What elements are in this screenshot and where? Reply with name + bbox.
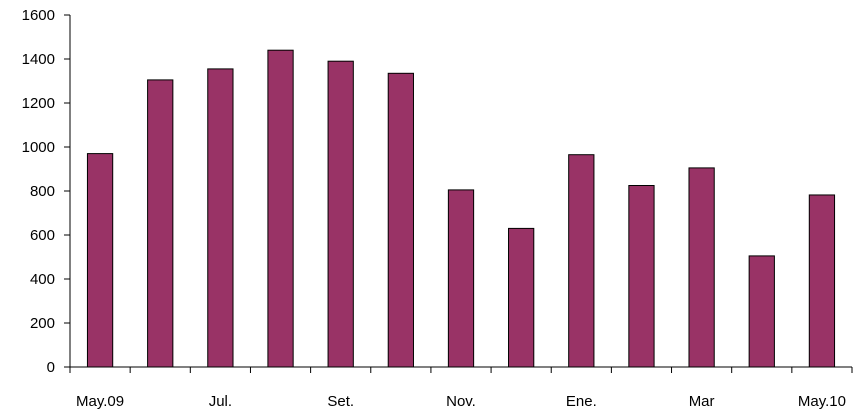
bar-Dic. bbox=[508, 227, 535, 368]
bar-Mar bbox=[688, 167, 715, 368]
x-tick-label: May.10 bbox=[798, 393, 846, 410]
bar-Abr. bbox=[748, 255, 775, 368]
y-tick-label: 200 bbox=[30, 315, 55, 332]
y-tick-label: 400 bbox=[30, 271, 55, 288]
bars-group bbox=[86, 49, 836, 368]
y-tick-label: 800 bbox=[30, 183, 55, 200]
x-tick-label: Mar bbox=[689, 393, 715, 410]
bar-Jun.09 bbox=[147, 79, 174, 368]
x-tick-label: Ene. bbox=[566, 393, 597, 410]
y-tick-label: 1200 bbox=[22, 95, 55, 112]
x-tick-label: May.09 bbox=[76, 393, 124, 410]
bar-May.09 bbox=[86, 153, 114, 368]
bar-Oct. bbox=[387, 72, 414, 368]
bar-Ago. bbox=[267, 49, 294, 368]
bar-Feb. bbox=[628, 185, 655, 368]
bar-Set. bbox=[327, 60, 354, 368]
y-tick-label: 0 bbox=[47, 359, 55, 376]
bar-Ene. bbox=[568, 154, 595, 368]
y-tick-label: 1000 bbox=[22, 139, 55, 156]
x-axis-ticks: May.09 Jul. Set. Nov. Ene. Mar May.10 bbox=[69, 367, 853, 410]
x-tick-label: Set. bbox=[327, 393, 354, 410]
bar-Jul. bbox=[207, 68, 234, 368]
bar-Nov. bbox=[447, 189, 475, 368]
y-tick-label: 600 bbox=[30, 227, 55, 244]
x-tick-label: Nov. bbox=[446, 393, 476, 410]
y-axis-ticks: 0 200 400 600 800 1000 1200 1400 1600 bbox=[22, 7, 70, 376]
y-tick-label: 1400 bbox=[22, 51, 55, 68]
y-tick-label: 1600 bbox=[22, 7, 55, 24]
x-tick-label: Jul. bbox=[209, 393, 232, 410]
bar-May.10 bbox=[808, 194, 836, 368]
